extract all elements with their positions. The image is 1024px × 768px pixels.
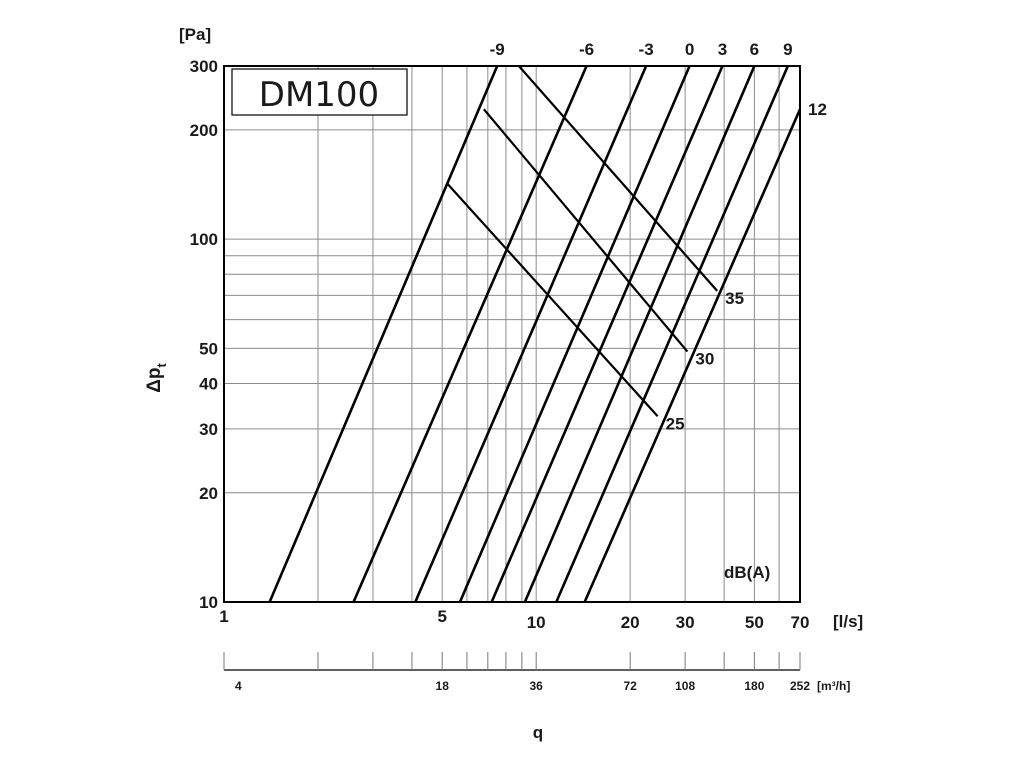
sound-level-label: 35 <box>725 289 744 308</box>
series-label: 6 <box>750 40 759 59</box>
x-tick-label: 20 <box>621 613 640 632</box>
series-line <box>352 65 588 603</box>
y-axis-label-main: Δp <box>144 368 165 393</box>
sound-level-line <box>483 108 689 353</box>
x-tick-label: 5 <box>437 607 446 626</box>
x-unit-label: [l/s] <box>833 612 863 631</box>
series-label: 12 <box>808 100 827 119</box>
y-axis-label-sub: t <box>154 363 169 368</box>
secondary-tick-label: 180 <box>744 679 764 693</box>
model-label: DM100 <box>259 75 379 115</box>
series-labels: -9 -6 -3 0 3 6 9 12 25 30 35 <box>490 40 827 433</box>
legend-label: dB(A) <box>724 563 770 582</box>
model-label-box <box>231 68 408 116</box>
series-line <box>583 108 802 603</box>
secondary-tick-label: 18 <box>436 679 450 693</box>
y-tick-label: 10 <box>199 593 218 612</box>
sound-level-lines <box>446 65 718 417</box>
sound-level-label: 25 <box>666 414 685 433</box>
y-axis-label: Δpt <box>144 363 169 393</box>
y-tick-label: 40 <box>199 375 218 394</box>
y-tick-labels: 10 20 30 40 50 100 200 300 <box>190 57 218 612</box>
series-line <box>523 65 756 603</box>
x-tick-labels: 1 5 10 20 30 50 70 <box>219 607 809 632</box>
y-tick-label: 30 <box>199 420 218 439</box>
x-axis-label: q <box>533 723 543 742</box>
secondary-unit-label: [m³/h] <box>817 679 850 693</box>
secondary-tick-label: 108 <box>675 679 695 693</box>
y-unit-label: [Pa] <box>179 25 211 44</box>
sound-level-line <box>518 65 718 292</box>
secondary-tick-label: 4 <box>235 679 242 693</box>
y-tick-label: 300 <box>190 57 218 76</box>
series-label: 9 <box>783 40 792 59</box>
series-label: -3 <box>639 40 654 59</box>
y-tick-label: 100 <box>190 230 218 249</box>
y-tick-label: 200 <box>190 121 218 140</box>
series-line <box>268 65 499 603</box>
series-label: 3 <box>718 40 727 59</box>
grid-lines <box>224 66 800 602</box>
sound-level-label: 30 <box>695 350 714 369</box>
series-line <box>414 65 648 603</box>
secondary-tick-label: 72 <box>623 679 637 693</box>
secondary-tick-label: 252 <box>790 679 810 693</box>
y-tick-label: 20 <box>199 484 218 503</box>
x-tick-label: 30 <box>676 613 695 632</box>
secondary-tick-label: 36 <box>529 679 543 693</box>
x-tick-label: 70 <box>791 613 810 632</box>
series-label: 0 <box>685 40 694 59</box>
x-tick-label: 50 <box>745 613 764 632</box>
sound-level-line <box>446 183 659 417</box>
series-line <box>458 65 691 603</box>
x-tick-label: 1 <box>219 607 228 626</box>
x-tick-label: 10 <box>527 613 546 632</box>
y-tick-label: 50 <box>199 339 218 358</box>
series-label: -9 <box>490 40 505 59</box>
series-lines <box>268 65 802 603</box>
series-line <box>490 65 724 603</box>
series-label: -6 <box>579 40 594 59</box>
secondary-axis: [m³/h] 4 18 36 72 108 180 252 <box>223 652 850 693</box>
plot-frame <box>223 65 801 603</box>
